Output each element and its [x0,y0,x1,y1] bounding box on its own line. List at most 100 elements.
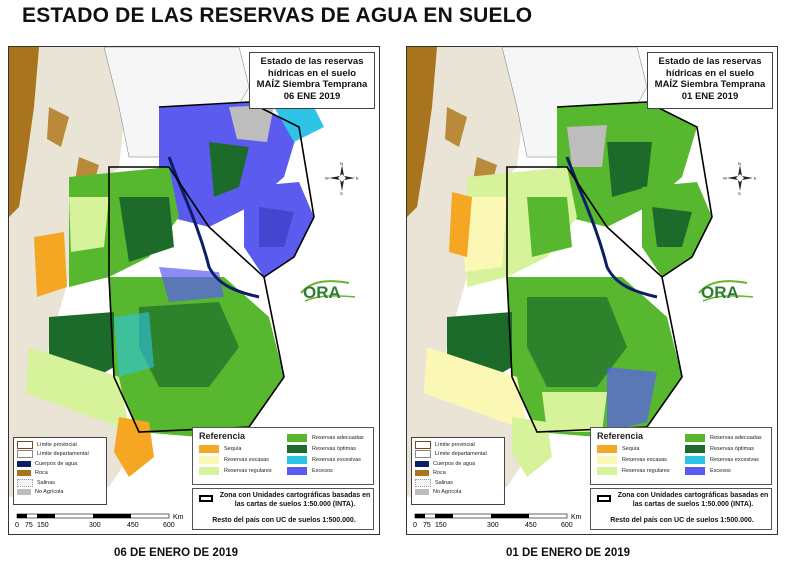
legend-item: No Agrícola [17,488,103,498]
region-ne-opt [607,142,652,197]
legend-item: Límite departamental [17,450,103,460]
scale-tick: 600 [163,522,175,529]
map-2-reference-legend: Referencia Sequía Reservas escasas Reser… [590,427,772,485]
region-central-opt [119,197,174,262]
region-meso-opt [652,207,692,247]
rock-ridge [407,47,437,217]
legend-item: Reservas óptimas [287,443,364,454]
scale-tick: 300 [487,522,499,529]
scale-tick: 75 [25,522,33,529]
zone-note: Resto del país con UC de suelos 1:500.00… [610,517,754,524]
legend-item: Sequía [597,443,670,454]
legend-item: Sequía [199,443,272,454]
map-1-caption: 06 DE ENERO DE 2019 [114,547,239,559]
province-border [506,166,683,433]
optimal-ne [209,142,249,197]
region-pampa-opt [139,302,239,387]
scale-unit: Km [173,514,184,521]
map-2-title-line: MAÍZ Siembra Temprana [654,79,766,90]
region-meso-opt [259,207,294,247]
legend-item: Reservas regulares [597,465,670,476]
ora-logo: ORA [698,280,754,302]
rock-ridge [9,47,39,217]
map-2-title-box: Estado de las reservas hídricas en el su… [647,52,773,109]
map-2-title-line: Estado de las reservas [658,56,762,67]
scale-tick: 75 [423,522,431,529]
scale-tick: 450 [525,522,537,529]
compass-w: W [325,176,329,181]
legend-item: Reservas excesivas [287,454,364,465]
scale-tick: 450 [127,522,139,529]
scale-tick: 600 [561,522,573,529]
legend-col-right: Reservas adecuadas Reservas óptimas Rese… [685,432,762,476]
zone-text: Zona con Unidades cartográficas basadas … [617,492,769,508]
legend-item: Límite provincial [415,440,501,450]
region-central-opt [527,197,572,257]
map-2-zone-box: Zona con Unidades cartográficas basadas … [590,488,772,530]
map-panel-2: Estado de las reservas hídricas en el su… [406,46,778,535]
legend-item: Límite provincial [17,440,103,450]
map-1-title-box: Estado de las reservas hídricas en el su… [249,52,375,109]
legend-item: Roca [17,469,103,479]
scale-tick: 150 [37,522,49,529]
compass-s: S [340,191,343,195]
province-border-2 [158,101,315,278]
compass-e: E [356,176,359,181]
region-drought-west [34,232,67,297]
map-1-layers-legend: Límite provincial Límite departamental C… [13,437,107,505]
map-1-zone-box: Zona con Unidades cartográficas basadas … [192,488,374,530]
map-2-title-line: hídricas en el suelo [665,67,755,79]
compass-w: W [723,176,727,181]
legend-item: Reservas escasas [597,454,670,465]
legend-item: Reservas adecuadas [685,432,762,443]
legend-col-right: Reservas adecuadas Reservas óptimas Rese… [287,432,364,476]
map-2-scale-bar: 0 75 150 300 450 600 Km [413,513,582,529]
legend-item: No Agrícola [415,488,501,498]
legend-item: Límite departamental [415,450,501,460]
compass-e: E [754,176,757,181]
zone-text: Zona con Unidades cartográficas basadas … [219,492,371,508]
scale-unit: Km [571,514,582,521]
map-1-reference-legend: Referencia Sequía Reservas escasas Reser… [192,427,374,485]
map-panel-1: Estado de las reservas hídricas en el su… [8,46,380,535]
region-pampa-regular [542,392,607,432]
legend-item: Salinas [415,478,501,488]
region-central-regular [69,197,109,252]
region-drought-west [449,192,472,257]
map-1-scale-bar: 0 75 150 300 450 600 Km [15,513,184,529]
legend-title: Referencia [199,431,246,441]
scale-tick: 300 [89,522,101,529]
compass-n: N [738,161,741,166]
map-2-caption: 01 DE ENERO DE 2019 [506,547,631,559]
river [167,156,260,299]
scale-tick: 0 [15,522,19,529]
ora-logo-text: ORA [701,283,739,302]
region-pampa-excess [607,367,657,432]
map-1-title-line: 06 ENE 2019 [283,90,341,102]
legend-item: Excesos [287,465,364,476]
noagri-ne [229,105,274,142]
compass-n: N [340,161,343,166]
legend-item: Reservas excesivas [685,454,762,465]
compass-icon: N S W E [325,161,359,195]
rock-patches [47,107,99,187]
region-scarce [462,197,507,272]
rock-patches [445,107,497,187]
map-1-title-line: Estado de las reservas [260,56,364,67]
legend-col-left: Sequía Reservas escasas Reservas regular… [199,443,272,476]
legend-item: Reservas escasas [199,454,272,465]
noagri-ne [567,125,607,167]
map-1-title-line: hídricas en el suelo [267,67,357,79]
legend-item: Roca [415,469,501,479]
ora-logo: ORA [300,280,356,302]
legend-item: Salinas [17,478,103,488]
river [565,156,658,299]
zone-swatch [199,495,213,502]
compass-icon: N S W E [723,161,757,195]
scale-tick: 150 [435,522,447,529]
legend-item: Reservas adecuadas [287,432,364,443]
scale-tick: 0 [413,522,417,529]
legend-item: Cuerpos de agua [17,459,103,469]
page-title: ESTADO DE LAS RESERVAS DE AGUA EN SUELO [22,4,533,27]
legend-title: Referencia [597,431,644,441]
